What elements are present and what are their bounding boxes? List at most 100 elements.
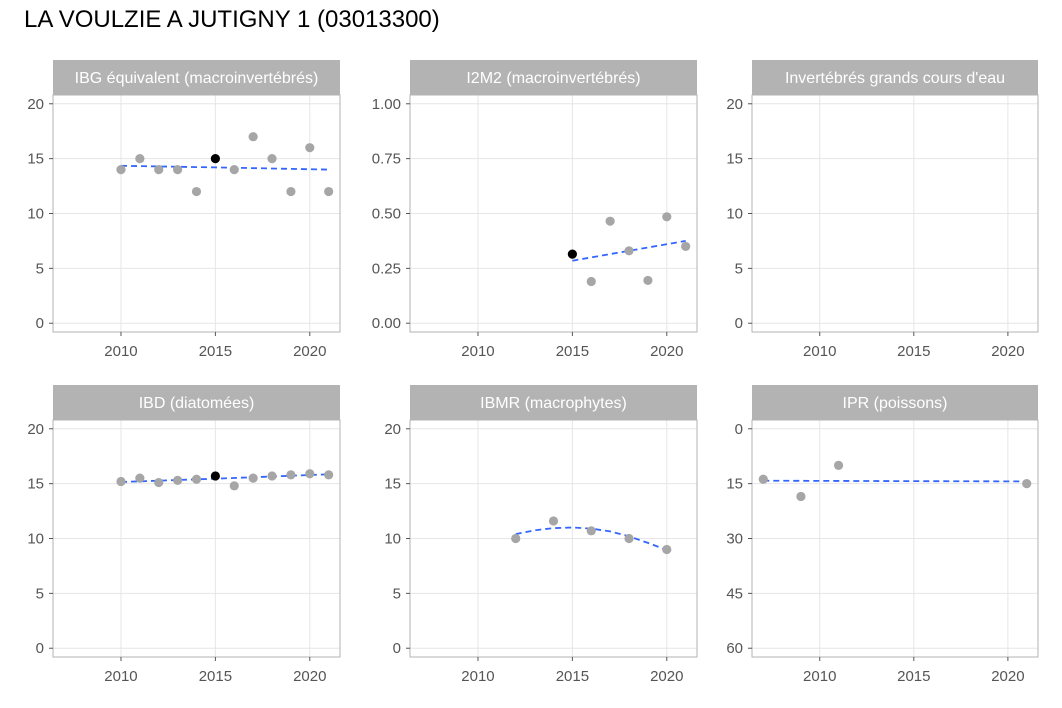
y-tick-label: 5	[735, 260, 743, 277]
x-tick-label: 2010	[461, 343, 494, 360]
trend-line	[572, 240, 686, 262]
x-tick-label: 2020	[650, 668, 683, 685]
data-point	[248, 473, 258, 483]
y-tick-label: 5	[393, 585, 401, 602]
x-tick-label: 2015	[897, 343, 930, 360]
facet-panel: IBG équivalent (macroinvertébrés) 0 5 10 15 2…	[27, 60, 341, 360]
x-tick-label: 2010	[803, 668, 836, 685]
facet-strip	[752, 60, 1038, 95]
data-point	[796, 491, 806, 502]
data-point	[191, 186, 202, 197]
data-point	[662, 212, 672, 222]
data-point	[154, 477, 164, 488]
data-point-highlight	[567, 249, 577, 259]
x-tick-label: 2015	[556, 343, 589, 360]
x-tick-label: 2020	[991, 343, 1024, 360]
data-point-highlight	[210, 471, 220, 481]
facet-panel: IBD (diatomées) 0 5 10 15 20 2010 2015 2020	[27, 385, 341, 685]
data-point	[154, 165, 164, 175]
y-tick-label: 1.00	[372, 96, 401, 113]
x-tick-label: 2015	[897, 668, 930, 685]
y-tick-label: 10	[726, 206, 743, 223]
x-tick-label: 2010	[803, 343, 836, 360]
facet-strip	[410, 60, 697, 95]
y-tick-label: 15	[27, 151, 44, 168]
facet-title: I2M2 (macroinvertébrés)	[466, 70, 640, 87]
facet-strip	[752, 385, 1038, 420]
data-point	[248, 132, 258, 142]
y-tick-label: 10	[27, 531, 44, 548]
facet-title: IBMR (macrophytes)	[480, 395, 627, 412]
y-tick-label: 15	[384, 476, 401, 493]
facet-title: Invertébrés grands cours d'eau	[785, 70, 1005, 87]
y-tick-label: 20	[27, 421, 44, 438]
x-tick-label: 2020	[293, 343, 326, 360]
data-point	[173, 475, 183, 485]
x-tick-label: 2015	[556, 668, 589, 685]
y-tick-label: 5	[36, 585, 44, 602]
data-point	[662, 544, 672, 555]
y-tick-label: 15	[27, 476, 44, 493]
data-point	[681, 241, 691, 252]
y-tick-label: 5	[36, 260, 44, 277]
data-point	[324, 470, 334, 480]
x-tick-label: 2020	[650, 343, 683, 360]
y-tick-label: 0.25	[372, 260, 401, 277]
y-tick-label: 45	[726, 585, 743, 602]
y-tick-label: 10	[384, 531, 401, 548]
data-point	[286, 186, 296, 197]
data-point	[173, 165, 183, 175]
y-tick-label: 20	[27, 96, 44, 113]
facet-strip	[410, 385, 697, 420]
data-point	[116, 476, 126, 487]
facet-title: IBD (diatomées)	[139, 395, 255, 412]
y-tick-label: 0	[735, 315, 743, 332]
data-point	[305, 143, 315, 153]
page-title: LA VOULZIE A JUTIGNY 1 (03013300)	[24, 6, 440, 33]
data-point	[229, 165, 239, 175]
x-tick-label: 2020	[991, 668, 1024, 685]
data-point	[324, 186, 334, 197]
data-point	[116, 165, 126, 175]
y-tick-label: 20	[384, 421, 401, 438]
data-point-highlight	[210, 154, 220, 164]
data-point	[286, 470, 296, 480]
y-tick-label: 15	[726, 151, 743, 168]
facet-panel: Invertébrés grands cours d'eau0510152020…	[726, 60, 1039, 360]
data-point	[586, 526, 596, 536]
x-tick-label: 2015	[199, 343, 232, 360]
x-tick-label: 2020	[293, 668, 326, 685]
facet-strip	[53, 385, 340, 420]
facet-title: IPR (poissons)	[843, 395, 948, 412]
facet-panel: IBMR (macrophytes) 0 5 10 15 20 2010 2015 2020	[384, 385, 698, 685]
y-tick-label: 0	[735, 421, 743, 438]
trend-line	[515, 526, 668, 551]
trend-line	[120, 473, 329, 483]
data-point	[605, 216, 615, 226]
data-point	[643, 275, 653, 286]
x-tick-label: 2010	[461, 668, 494, 685]
y-tick-label: 0.00	[372, 315, 401, 332]
data-point	[191, 474, 202, 484]
y-tick-label: 0	[36, 640, 44, 657]
data-point	[267, 154, 277, 164]
data-point	[135, 473, 145, 483]
data-point	[511, 533, 521, 544]
data-point	[305, 469, 315, 479]
y-tick-label: 30	[726, 531, 743, 548]
data-point	[229, 481, 239, 491]
trend-line	[120, 164, 329, 171]
y-tick-label: 0	[393, 640, 401, 657]
y-tick-label: 15	[726, 476, 743, 493]
y-tick-label: 0.75	[372, 151, 401, 168]
data-point	[758, 474, 768, 484]
facet-title: IBG équivalent (macroinvertébrés)	[75, 70, 319, 87]
y-tick-label: 0	[36, 315, 44, 332]
data-point	[586, 276, 596, 287]
facet-strip	[53, 60, 340, 95]
y-tick-label: 20	[726, 96, 743, 113]
data-point	[135, 154, 145, 164]
data-point	[267, 471, 277, 481]
data-point	[624, 246, 634, 256]
